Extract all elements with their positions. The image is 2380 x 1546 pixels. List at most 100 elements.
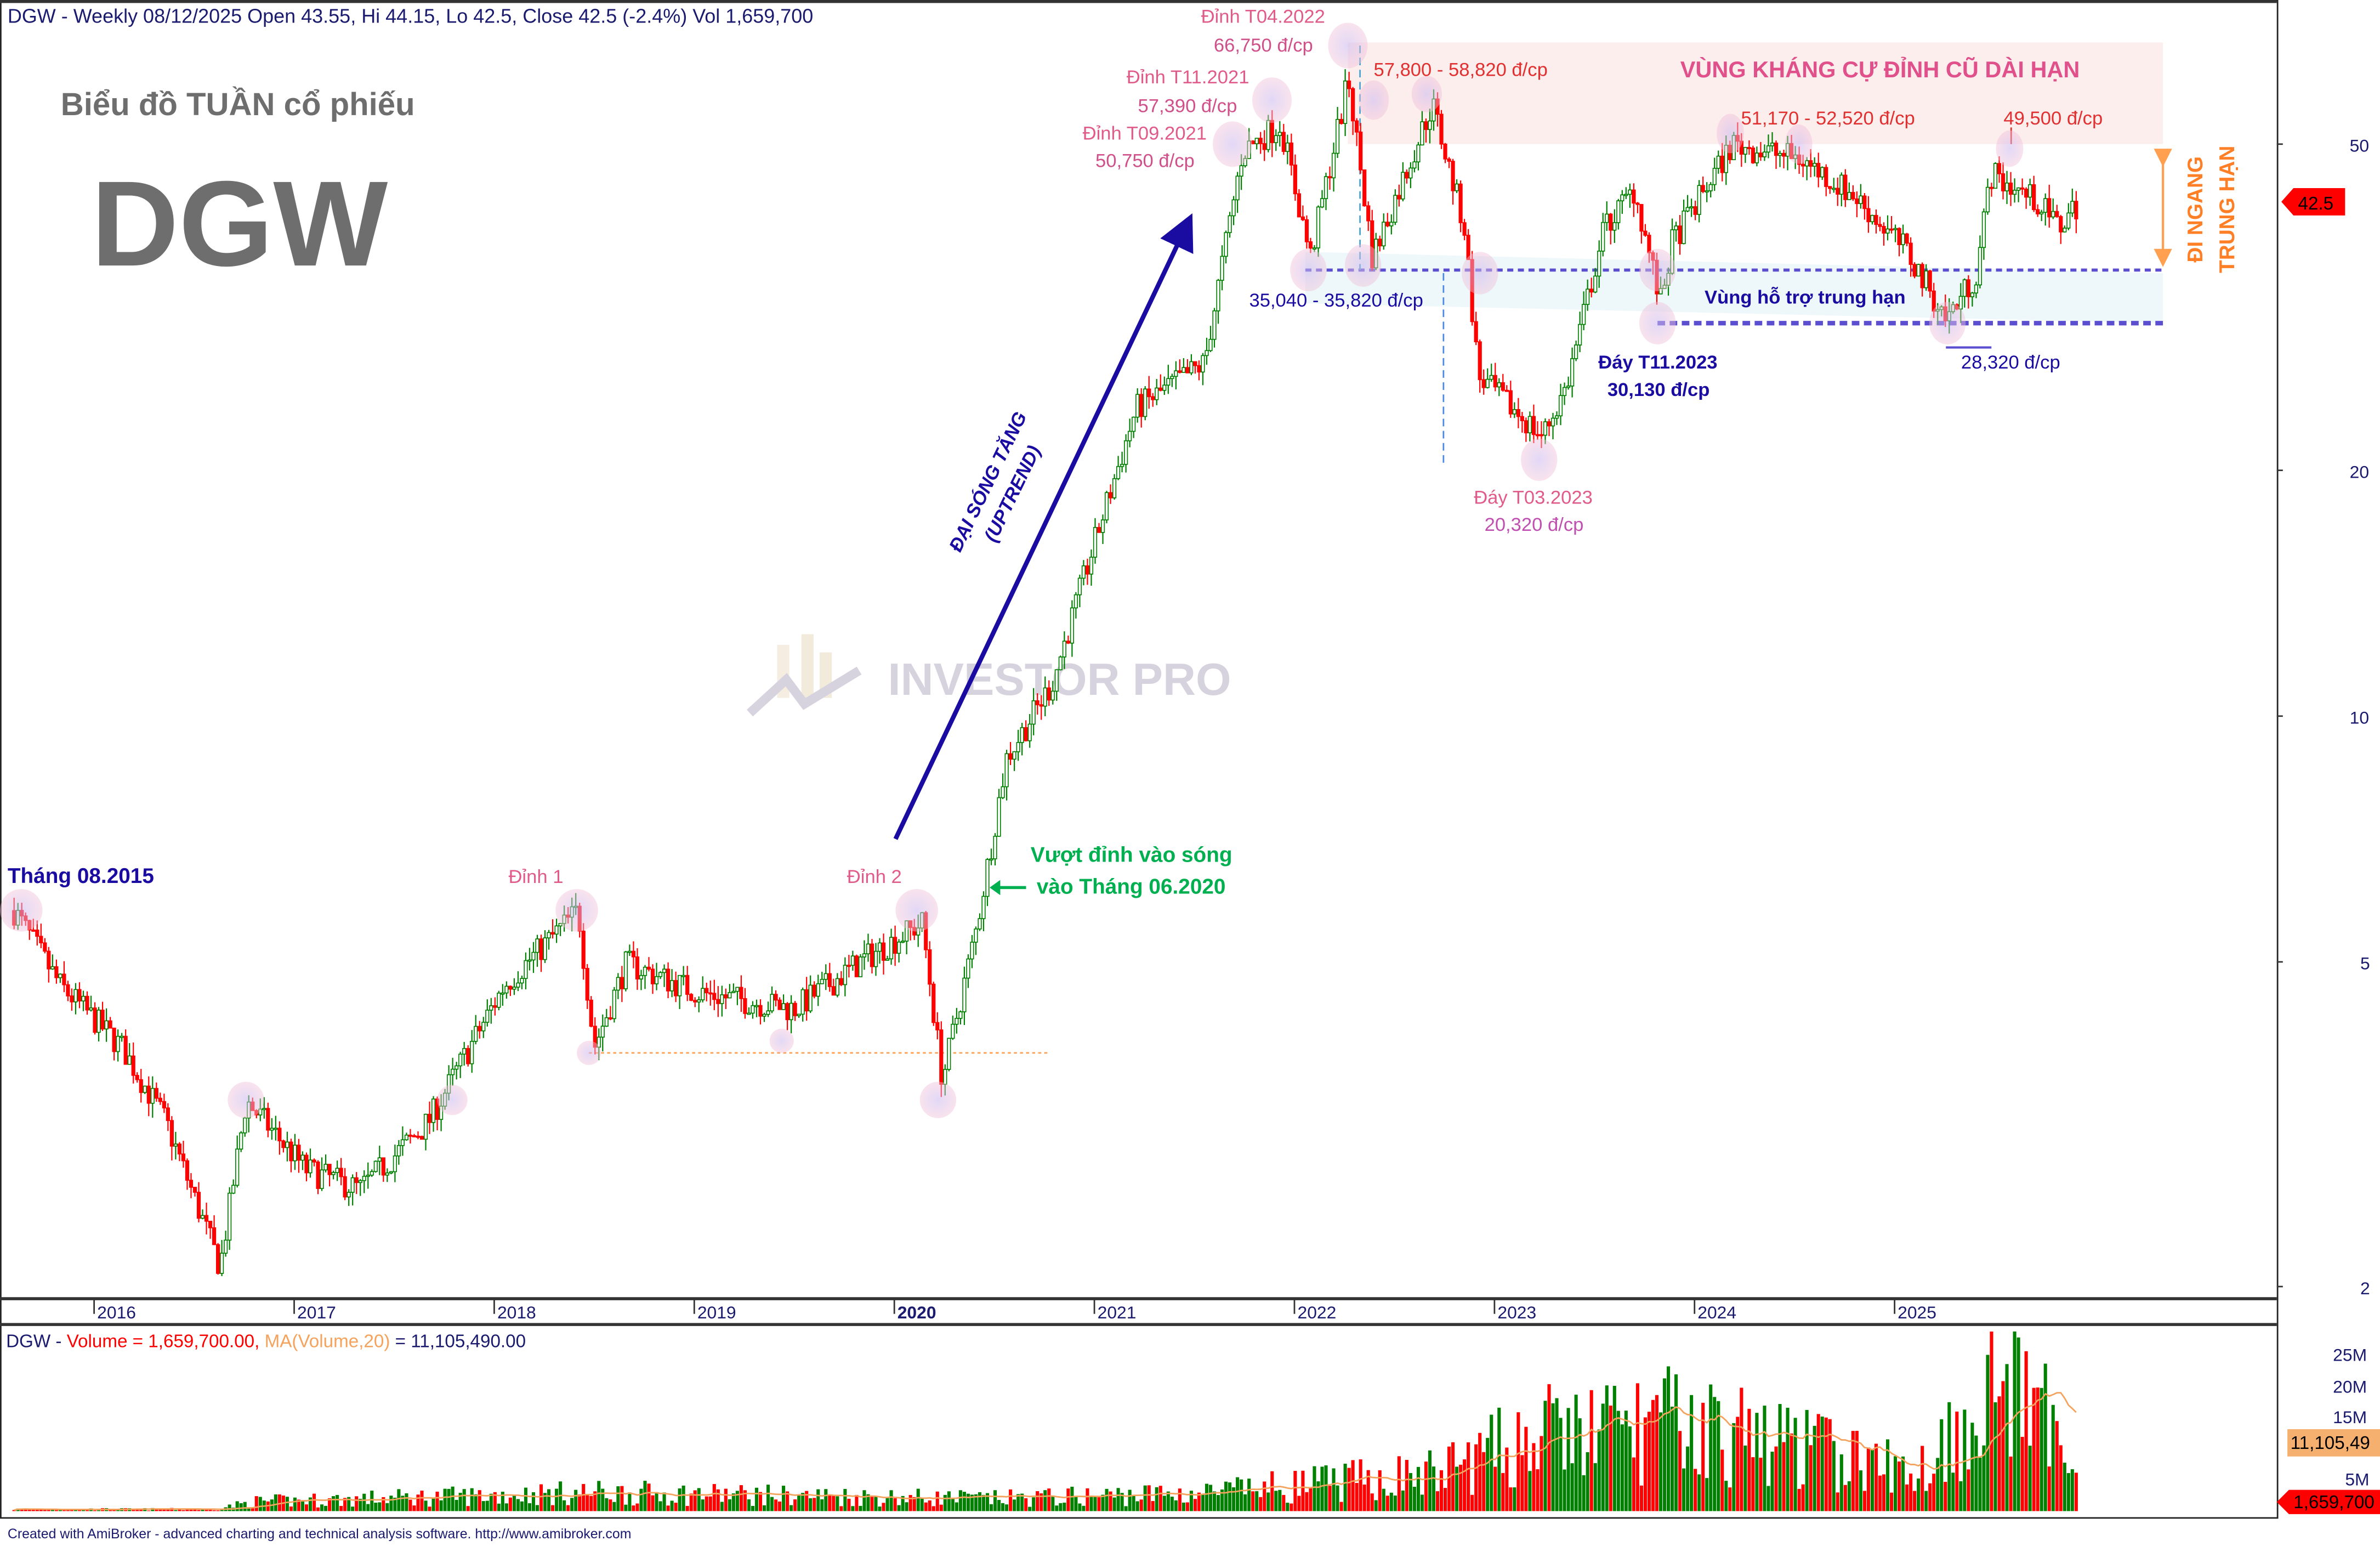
candle [1262, 130, 1266, 161]
candle-body [524, 960, 528, 979]
candle [1178, 359, 1182, 373]
volume-bar [1435, 1491, 1440, 1511]
volume-bar [743, 1490, 747, 1511]
volume-bar [308, 1497, 313, 1511]
volume-bar [901, 1496, 905, 1511]
candle-body [1458, 183, 1463, 223]
candle [1089, 549, 1094, 586]
volume-bar [1967, 1469, 1970, 1511]
candle [1297, 189, 1301, 218]
volume-bar [1893, 1456, 1898, 1511]
volume-bar [304, 1504, 309, 1511]
candle [1605, 201, 1609, 231]
candle-body [955, 1018, 959, 1025]
candle-body [646, 966, 651, 970]
candle-body [1924, 270, 1928, 288]
volume-bar [451, 1486, 455, 1511]
volume-bar [1482, 1452, 1486, 1511]
volume-bar [1978, 1457, 1982, 1511]
candle [1462, 219, 1467, 241]
volume-bar [951, 1498, 955, 1511]
candle-body [1697, 185, 1701, 215]
candle-body [451, 1068, 455, 1075]
peak-1121-label: Đỉnh T11.2021 [1127, 67, 1249, 88]
candle [1066, 635, 1070, 644]
volume-bar [1309, 1488, 1313, 1511]
candle-body [335, 1168, 339, 1173]
candle-body [385, 1172, 389, 1176]
candle-body [1062, 641, 1066, 658]
volume-bar [2005, 1364, 2009, 1511]
candle [1020, 723, 1024, 756]
candle [200, 1209, 205, 1220]
chart-subtitle: Biểu đồ TUẦN cổ phiếu [61, 87, 415, 122]
candle-body [608, 1017, 612, 1020]
candle [585, 964, 589, 1009]
candle [650, 964, 655, 994]
candle-body [1874, 214, 1878, 225]
candle-body [1866, 208, 1871, 223]
candle-body [215, 1244, 220, 1274]
volume-bar [1786, 1407, 1790, 1511]
volume-legend-ma: MA(Volume,20) [265, 1332, 390, 1352]
candle-body [1859, 195, 1863, 205]
candle-body [162, 1101, 166, 1109]
candle [681, 966, 686, 986]
candle-body [1928, 270, 1932, 292]
volume-bar [955, 1502, 958, 1511]
candle [1182, 358, 1186, 373]
highlight-circle [577, 1040, 601, 1066]
volume-bar [1947, 1402, 1951, 1511]
candle-body [131, 1055, 135, 1076]
candle [412, 1134, 417, 1137]
candle-body [951, 1023, 955, 1039]
volume-bar [1639, 1485, 1643, 1511]
candle-body [143, 1085, 147, 1093]
candle [204, 1202, 209, 1234]
candle-body [466, 1048, 470, 1064]
candle-body [1597, 251, 1601, 277]
candle-body [716, 999, 720, 1004]
volume-bar [1724, 1481, 1728, 1511]
volume-legend: DGW - Volume = 1,659,700.00, MA(Volume,2… [6, 1332, 526, 1352]
candle [1001, 773, 1005, 800]
volume-bar [1620, 1424, 1624, 1511]
candle [1489, 364, 1493, 382]
candle-body [1024, 727, 1028, 741]
volume-bar [297, 1499, 301, 1511]
candle-body [589, 999, 593, 1027]
volume-bar [109, 1510, 112, 1511]
candle [1550, 412, 1555, 439]
volume-bar [1543, 1401, 1547, 1511]
candle-body [1393, 195, 1398, 223]
candle [2051, 198, 2055, 219]
candle-body [877, 942, 882, 952]
candle [316, 1160, 320, 1194]
volume-bar [766, 1485, 770, 1511]
volume-bar [181, 1510, 185, 1511]
volume-bar [1212, 1491, 1217, 1511]
resistance-zone-label: VÙNG KHÁNG CỰ ĐỈNH CŨ DÀI HẠN [1680, 56, 2080, 82]
candle [985, 858, 990, 907]
candle [873, 943, 878, 976]
volume-bar [501, 1491, 504, 1511]
candle-body [1081, 565, 1086, 579]
volume-bar [193, 1509, 197, 1511]
volume-bar [905, 1502, 908, 1511]
candle-body [731, 990, 736, 993]
highlight-circles [0, 22, 2024, 1118]
candle-body [835, 978, 839, 996]
candle-body [839, 978, 843, 986]
candle-body [1620, 194, 1624, 201]
volume-bar [1313, 1466, 1316, 1511]
candle [281, 1140, 286, 1153]
candle-body [758, 1005, 763, 1017]
candle-body [224, 1239, 228, 1254]
candle-body [1554, 415, 1559, 419]
candle [1147, 376, 1151, 409]
candle [358, 1179, 362, 1196]
candle-body [1058, 656, 1063, 671]
last-volume-tag [2276, 1490, 2380, 1514]
volume-bar [1255, 1491, 1259, 1511]
volume-bar [1263, 1481, 1266, 1511]
